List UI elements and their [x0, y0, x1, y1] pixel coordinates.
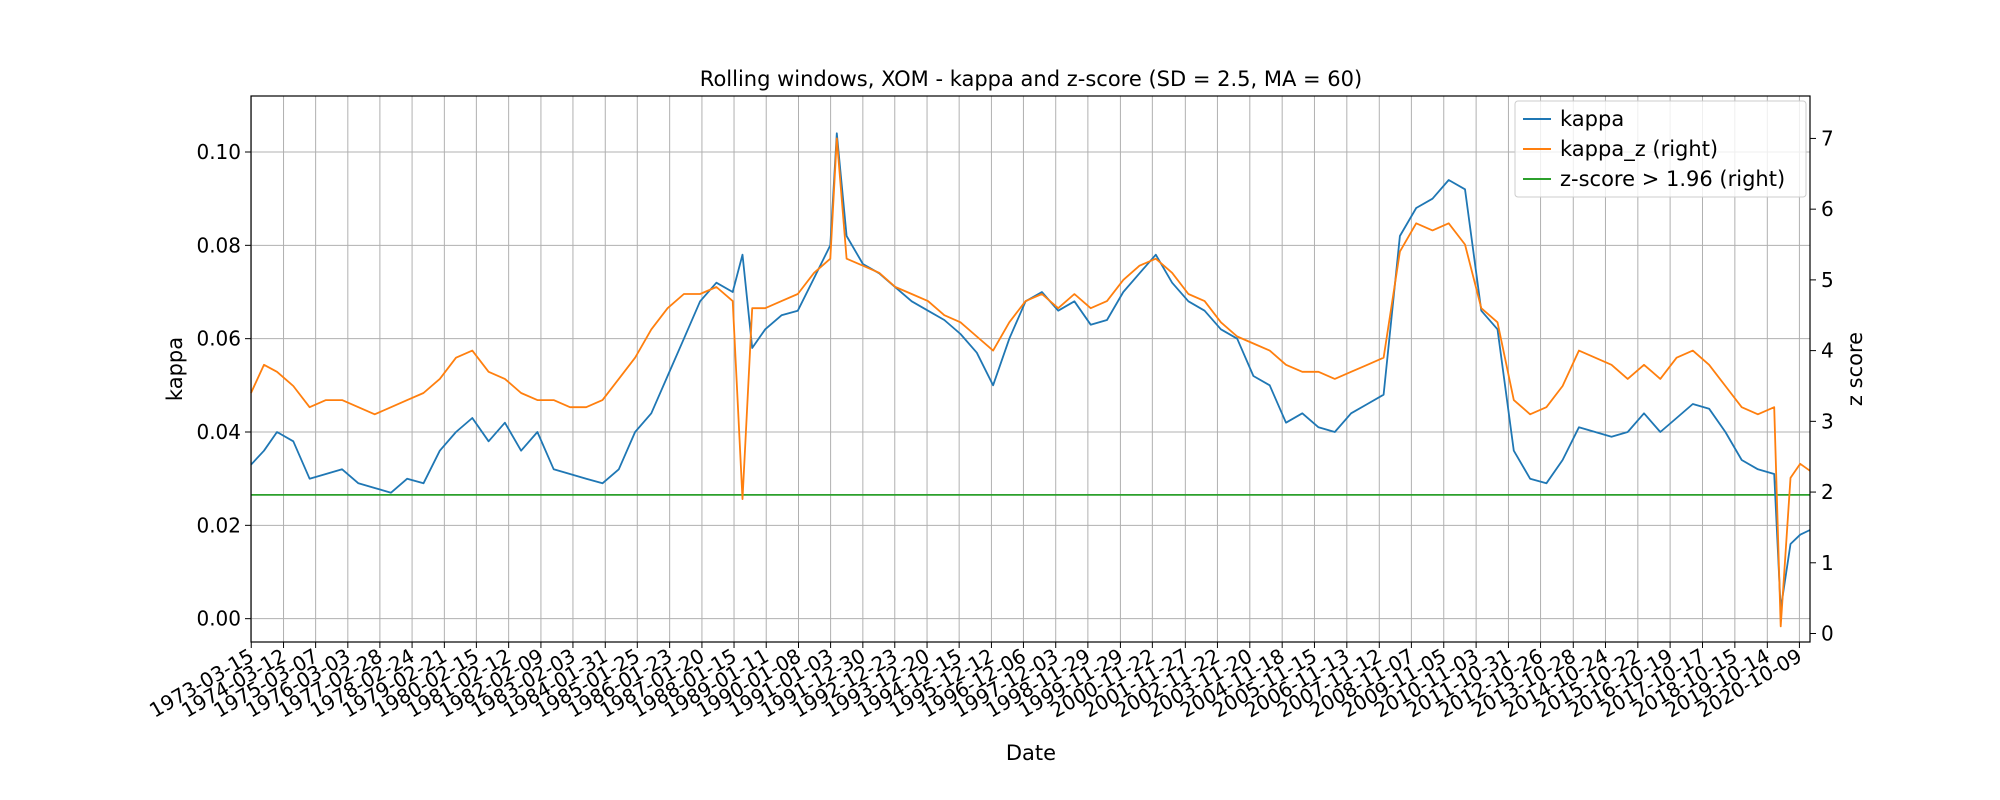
x-axis: 1973-03-151974-03-121975-03-071976-03-03… — [145, 642, 1806, 722]
y-right-tick-label: 4 — [1821, 339, 1834, 363]
grid-lines — [250, 96, 1810, 642]
y-left-tick-label: 0.10 — [196, 140, 241, 164]
series-line-kappa — [250, 132, 1811, 611]
y-right-tick-label: 7 — [1821, 126, 1834, 150]
legend-label: kappa — [1560, 107, 1624, 131]
y-axis-left: 0.00 0.02 0.04 0.06 0.08 0.10 — [196, 140, 251, 631]
legend-label: kappa_z (right) — [1560, 137, 1718, 162]
legend-box — [1514, 100, 1807, 198]
y-axis-right-label: z score — [1843, 332, 1867, 406]
series-line-kappa_z — [250, 137, 1811, 628]
y-right-tick-label: 1 — [1821, 551, 1834, 575]
chart-title: Rolling windows, XOM - kappa and z-score… — [700, 67, 1362, 91]
y-right-tick-label: 0 — [1821, 622, 1834, 646]
legend: kappa kappa_z (right) z-score > 1.96 (righ… — [1514, 100, 1807, 198]
legend-label: z-score > 1.96 (right) — [1560, 167, 1785, 191]
y-left-tick-label: 0.02 — [196, 513, 241, 537]
plot-frame — [250, 95, 1811, 643]
series-layer — [250, 132, 1811, 628]
y-left-tick-label: 0.06 — [196, 327, 241, 351]
y-axis-left-label: kappa — [163, 337, 187, 401]
y-left-tick-label: 0.04 — [196, 420, 241, 444]
y-right-tick-label: 3 — [1821, 409, 1834, 433]
y-right-tick-label: 6 — [1821, 197, 1834, 221]
y-axis-right: 0 1 2 3 4 5 6 7 — [1810, 126, 1834, 646]
y-right-tick-label: 2 — [1821, 480, 1834, 504]
y-right-tick-label: 5 — [1821, 268, 1834, 292]
y-left-tick-label: 0.00 — [196, 607, 241, 631]
x-axis-label: Date — [1006, 741, 1056, 765]
y-left-tick-label: 0.08 — [196, 233, 241, 257]
